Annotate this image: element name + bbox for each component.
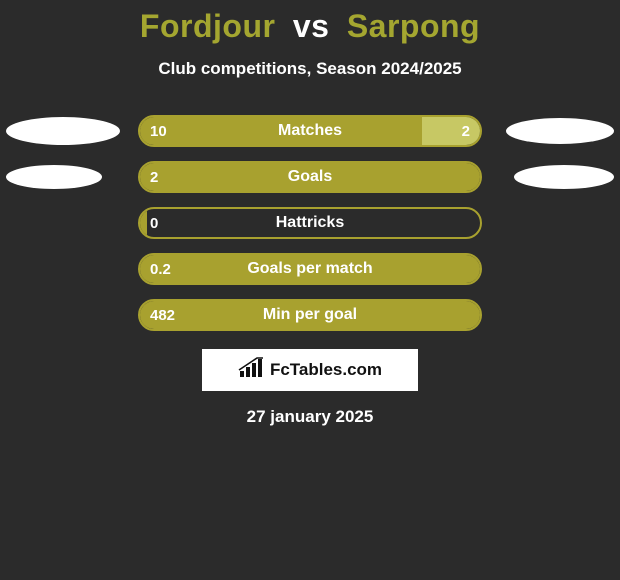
stat-row: 102Matches — [0, 115, 620, 147]
stat-label: Hattricks — [140, 209, 480, 237]
date-label: 27 january 2025 — [0, 407, 620, 427]
stat-row: 2Goals — [0, 161, 620, 193]
player2-ellipse — [506, 118, 614, 144]
page-title: Fordjour vs Sarpong — [0, 0, 620, 45]
stat-row: 0.2Goals per match — [0, 253, 620, 285]
stat-bar: 102Matches — [138, 115, 482, 147]
stat-rows: 102Matches 2Goals 0Hattricks 0.2Goals per m… — [0, 115, 620, 331]
comparison-card: Fordjour vs Sarpong Club competitions, S… — [0, 0, 620, 580]
stat-bar: 482Min per goal — [138, 299, 482, 331]
stat-label: Min per goal — [140, 301, 480, 329]
subtitle: Club competitions, Season 2024/2025 — [0, 59, 620, 79]
stat-label: Matches — [140, 117, 480, 145]
stat-bar: 2Goals — [138, 161, 482, 193]
stat-bar: 0.2Goals per match — [138, 253, 482, 285]
chart-icon — [238, 357, 264, 384]
stat-label: Goals — [140, 163, 480, 191]
title-player1: Fordjour — [140, 8, 276, 44]
player1-ellipse — [6, 117, 120, 145]
brand-badge: FcTables.com — [202, 349, 418, 391]
brand-text: FcTables.com — [270, 360, 382, 380]
stat-row: 0Hattricks — [0, 207, 620, 239]
player2-ellipse — [514, 165, 614, 189]
title-vs: vs — [293, 8, 330, 44]
title-player2: Sarpong — [347, 8, 480, 44]
stat-bar: 0Hattricks — [138, 207, 482, 239]
player1-ellipse — [6, 165, 102, 189]
stat-row: 482Min per goal — [0, 299, 620, 331]
stat-label: Goals per match — [140, 255, 480, 283]
